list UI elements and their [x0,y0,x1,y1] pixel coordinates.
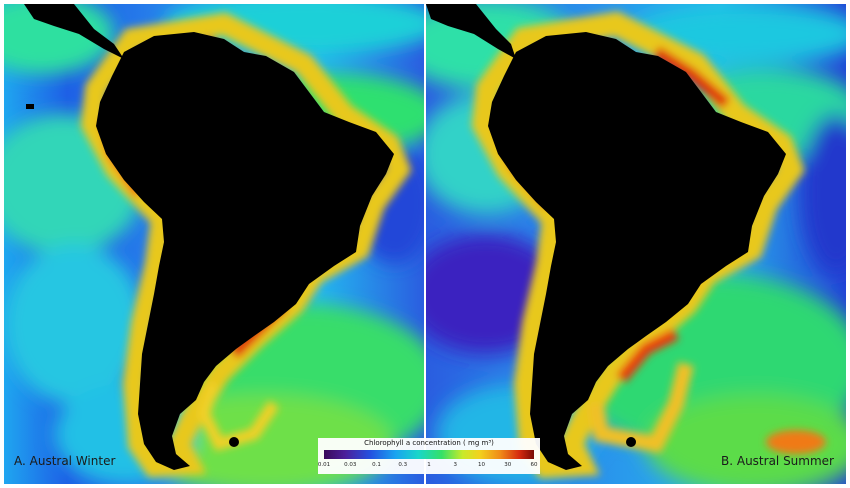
colorbar-gradient [324,450,534,459]
summer-chlorophyll-map [426,4,846,484]
central-america-landmass [24,4,124,59]
colorbar-title: Chlorophyll a concentration ( mg m³) [364,439,494,447]
colorbar-tick-label: 0.3 [398,462,408,468]
panel-label-summer: B. Austral Summer [721,454,834,468]
colorbar-tick-label: 10 [478,462,485,468]
colorbar-tick-label: 3 [453,462,458,468]
south-america-landmass [488,32,786,470]
winter-chlorophyll-map [4,4,424,484]
galapagos-islands [26,104,34,109]
colorbar-tick-label: 0.1 [372,462,381,468]
panel-label-winter: A. Austral Winter [14,454,116,468]
colorbar-tick-label: 0.01 [317,462,331,468]
falkland-islands [626,437,636,447]
map-panel-summer: B. Austral Summer [426,4,846,484]
central-america-landmass [426,4,516,59]
falkland-islands [229,437,239,447]
south-america-landmass [96,32,394,470]
colorbar-tick-label: 0.03 [344,462,357,468]
chlorophyll-colorbar: Chlorophyll a concentration ( mg m³) 0.0… [318,438,540,474]
colorbar-tick-label: 1 [427,462,431,468]
map-panel-winter: A. Austral Winter [4,4,424,484]
colorbar-tick-label: 60 [530,462,538,468]
colorbar-tick-label: 30 [504,462,512,468]
